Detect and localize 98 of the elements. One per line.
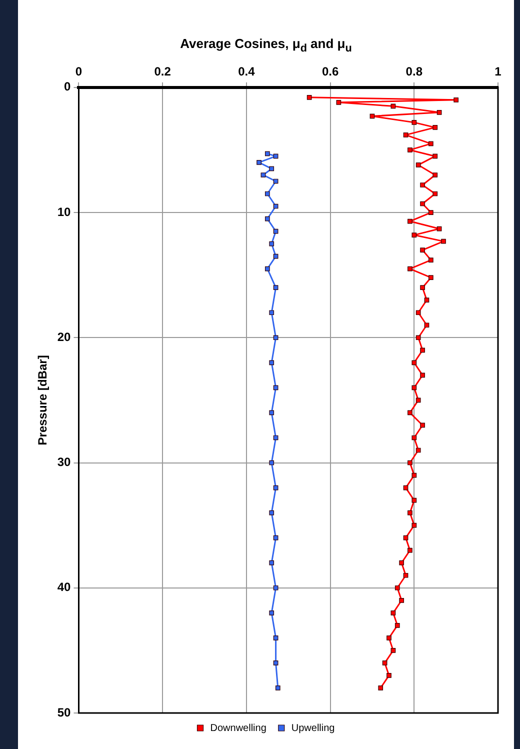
point xyxy=(408,460,412,466)
point xyxy=(412,385,417,390)
point xyxy=(403,572,408,578)
y-tick-label: 20 xyxy=(57,330,72,344)
point xyxy=(269,410,274,416)
point xyxy=(408,410,412,416)
point xyxy=(420,182,425,188)
point xyxy=(273,636,278,640)
point xyxy=(408,148,412,152)
point xyxy=(420,422,425,428)
point xyxy=(336,100,342,105)
point xyxy=(412,472,417,478)
point xyxy=(420,372,425,378)
point xyxy=(432,154,438,159)
point xyxy=(412,232,417,238)
point xyxy=(403,132,408,138)
legend-label: Downwelling xyxy=(210,722,266,734)
point xyxy=(269,241,274,246)
point xyxy=(412,435,417,440)
point xyxy=(378,686,384,690)
point xyxy=(273,660,278,666)
point xyxy=(420,248,425,252)
point xyxy=(428,210,434,215)
point xyxy=(412,120,417,125)
point xyxy=(264,266,270,272)
point xyxy=(416,310,421,316)
point xyxy=(408,218,412,224)
point xyxy=(269,610,274,616)
point xyxy=(454,97,458,102)
point xyxy=(256,160,262,165)
x-tick-label: 1 xyxy=(494,64,502,79)
point xyxy=(408,266,412,272)
point xyxy=(420,285,425,290)
point xyxy=(428,275,434,280)
x-tick-label: 0.4 xyxy=(238,64,256,79)
point xyxy=(412,522,417,528)
point xyxy=(408,510,412,516)
point xyxy=(386,673,392,678)
point xyxy=(269,310,274,316)
y-axis-title: Pressure [dBar] xyxy=(36,355,50,446)
point xyxy=(420,348,425,353)
point xyxy=(432,125,438,130)
point xyxy=(264,191,270,196)
point xyxy=(273,385,278,390)
point xyxy=(399,598,404,603)
point xyxy=(424,298,430,303)
y-tick-label: 10 xyxy=(57,204,72,219)
point xyxy=(416,335,421,340)
point xyxy=(269,166,274,172)
point xyxy=(428,258,434,262)
point xyxy=(424,322,430,328)
point xyxy=(264,151,270,156)
y-tick-label: 40 xyxy=(57,580,72,594)
point xyxy=(412,498,417,503)
x-tick-label: 0 xyxy=(75,64,82,79)
point xyxy=(428,141,434,146)
point xyxy=(436,226,442,232)
point xyxy=(390,610,396,616)
point xyxy=(264,216,270,222)
point xyxy=(370,114,375,119)
point xyxy=(432,191,438,196)
x-axis-title: Average Cosines, μ$_{d}$ and μ$_{u}$ xyxy=(179,36,353,55)
point xyxy=(399,560,404,566)
y-tick-label: 50 xyxy=(57,705,72,720)
point xyxy=(273,585,278,590)
point xyxy=(273,335,278,340)
point xyxy=(436,110,442,115)
point xyxy=(441,238,446,244)
point xyxy=(390,104,396,109)
point xyxy=(382,660,388,666)
point xyxy=(403,535,408,540)
point xyxy=(394,622,400,628)
point xyxy=(432,172,438,178)
point xyxy=(420,201,425,206)
point xyxy=(306,94,312,100)
x-tick-label: 0.8 xyxy=(406,64,423,79)
point xyxy=(269,360,274,366)
point xyxy=(408,548,412,553)
legend-label: Upwelling xyxy=(291,722,335,734)
point xyxy=(416,162,421,168)
point xyxy=(416,448,421,453)
point xyxy=(394,585,400,590)
point xyxy=(412,360,417,366)
point xyxy=(273,254,278,259)
point xyxy=(269,510,274,516)
y-tick-label: 30 xyxy=(57,455,72,470)
y-tick-label: 0 xyxy=(64,80,72,94)
point xyxy=(269,560,274,566)
x-tick-label: 0.2 xyxy=(154,64,172,79)
point xyxy=(416,398,421,403)
x-tick-label: 0.6 xyxy=(322,64,339,79)
point xyxy=(269,460,274,466)
point xyxy=(273,535,278,540)
point xyxy=(386,636,392,640)
point xyxy=(275,686,280,690)
point xyxy=(390,648,396,653)
point xyxy=(273,285,278,290)
point xyxy=(260,172,266,178)
